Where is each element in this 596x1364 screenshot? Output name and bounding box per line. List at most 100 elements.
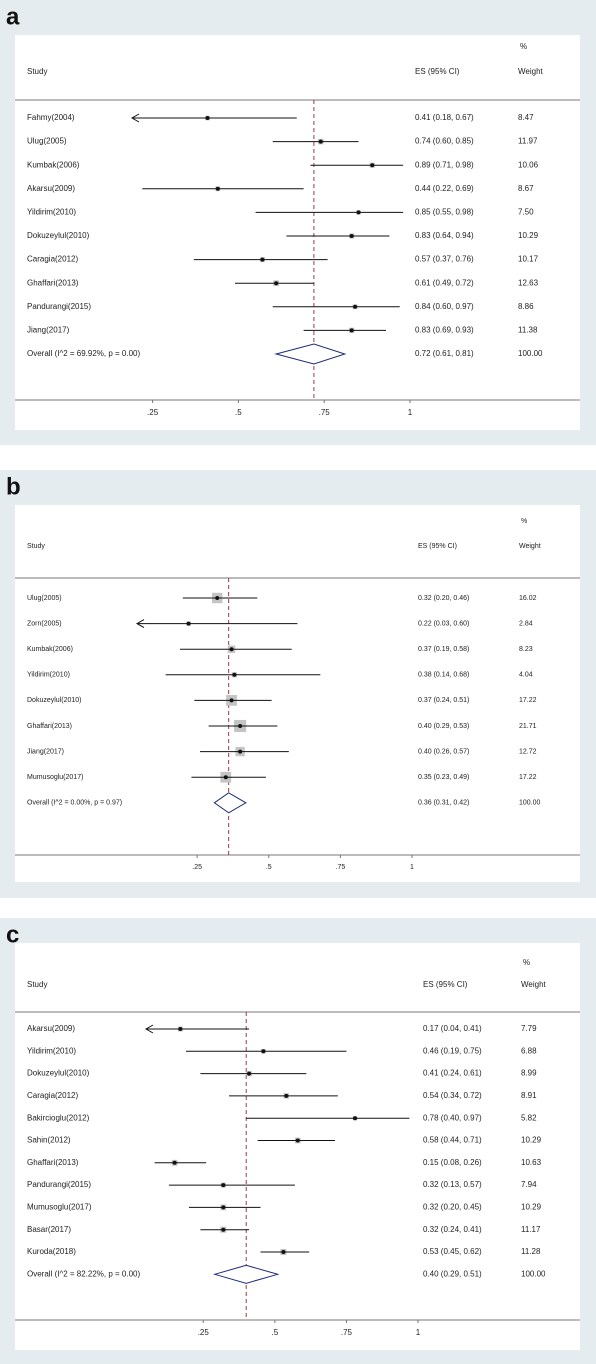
weight-label: 8.67 [518,184,534,193]
overall-weight-label: 100.00 [518,349,543,358]
es-label: 0.44 (0.22, 0.69) [415,184,474,193]
es-label: 0.89 (0.71, 0.98) [415,160,474,169]
study-name: Pandurangi(2015) [27,302,91,311]
es-label: 0.38 (0.14, 0.68) [418,672,469,679]
es-point [261,1049,266,1054]
study-name: Caragia(2012) [27,255,78,264]
weight-label: 10.06 [518,160,539,169]
header-pct: % [521,518,527,525]
weight-label: 7.50 [518,208,534,217]
weight-label: 8.23 [519,646,533,653]
weight-label: 5.82 [521,1113,537,1122]
header-weight: Weight [519,543,541,550]
es-point [229,647,234,652]
es-point [295,1138,300,1143]
header-study: Study [27,67,47,76]
header-pct: % [520,42,527,51]
weight-label: 16.02 [519,595,537,602]
study-name: Ghaffari(2013) [27,1158,79,1167]
es-point [284,1093,289,1098]
header-study: Study [27,980,47,989]
es-point [260,257,265,262]
study-name: Mumusoglu(2017) [27,1203,92,1212]
ci-arrow [130,113,140,123]
es-label: 0.40 (0.29, 0.53) [418,723,469,730]
es-label: 0.74 (0.60, 0.85) [415,137,474,146]
header-es: ES (95% CI) [418,543,457,550]
study-name: Dokuzeylul(2010) [27,697,81,704]
weight-label: 7.94 [521,1180,537,1189]
weight-label: 2.84 [519,620,533,627]
study-name: Pandurangi(2015) [27,1180,91,1189]
es-label: 0.58 (0.44, 0.71) [423,1136,482,1145]
study-name: Dokuzeylul(2010) [27,231,90,240]
plot-box [15,505,580,882]
x-tick-label: .25 [147,408,159,417]
weight-label: 7.79 [521,1024,537,1033]
es-label: 0.78 (0.40, 0.97) [423,1113,482,1122]
weight-label: 11.97 [518,137,538,146]
study-name: Yildirim(2010) [27,672,70,679]
es-label: 0.22 (0.03, 0.60) [418,620,469,627]
es-label: 0.61 (0.49, 0.72) [415,278,474,287]
ci-arrow [135,619,145,629]
study-name: Basar(2017) [27,1225,71,1234]
study-name: Sahin(2012) [27,1136,71,1145]
x-tick-label: .25 [198,1328,210,1337]
overall-weight-label: 100.00 [519,800,541,807]
weight-label: 10.17 [518,255,539,264]
overall-es-label: 0.72 (0.61, 0.81) [415,349,474,358]
es-point [232,672,237,677]
x-tick-label: .75 [319,408,331,417]
es-point [353,1116,358,1121]
es-point [221,1205,226,1210]
es-point [221,1183,226,1188]
weight-label: 17.22 [519,697,537,704]
es-point [274,281,279,286]
es-label: 0.37 (0.19, 0.58) [418,646,469,653]
ci-arrow [144,1024,154,1034]
es-point [186,621,191,626]
study-name: Bakircioglu(2012) [27,1113,90,1122]
es-point [215,186,220,191]
weight-label: 11.28 [521,1247,541,1256]
study-name: Zorn(2005) [27,620,62,627]
weight-label: 10.29 [518,231,539,240]
weight-label: 11.38 [518,326,538,335]
study-name: Jiang(2017) [27,326,70,335]
weight-label: 11.17 [521,1225,541,1234]
study-name: Kumbak(2006) [27,646,73,653]
weight-label: 8.91 [521,1091,537,1100]
weight-label: 4.04 [519,672,533,679]
weight-label: 12.72 [519,748,537,755]
header-es: ES (95% CI) [423,980,468,989]
x-tick-label: .5 [235,408,242,417]
study-name: Fahmy(2004) [27,113,75,122]
es-label: 0.17 (0.04, 0.41) [423,1024,482,1033]
x-tick-label: 1 [416,1328,421,1337]
panel-label: c [6,921,19,948]
study-name: Jiang(2017) [27,748,64,755]
es-point [318,139,323,144]
header-pct: % [523,958,530,967]
es-point [178,1027,183,1031]
study-name: Dokuzeylul(2010) [27,1069,90,1078]
weight-label: 21.71 [519,723,537,730]
overall-name: Overall (I^2 = 0.00%, p = 0.97) [27,800,122,807]
weight-label: 12.63 [518,278,539,287]
header-study: Study [27,543,45,550]
x-tick-label: .25 [192,864,202,871]
es-point [370,163,375,168]
panel-label: a [6,3,20,30]
overall-diamond [213,792,247,814]
study-name: Caragia(2012) [27,1091,78,1100]
weight-label: 8.47 [518,113,534,122]
es-point [221,1227,226,1232]
study-name: Ghaffari(2013) [27,723,72,730]
x-tick-label: .75 [341,1328,353,1337]
header-es: ES (95% CI) [415,67,460,76]
es-label: 0.41 (0.24, 0.61) [423,1069,482,1078]
overall-diamond [212,1264,280,1284]
es-label: 0.83 (0.69, 0.93) [415,326,474,335]
